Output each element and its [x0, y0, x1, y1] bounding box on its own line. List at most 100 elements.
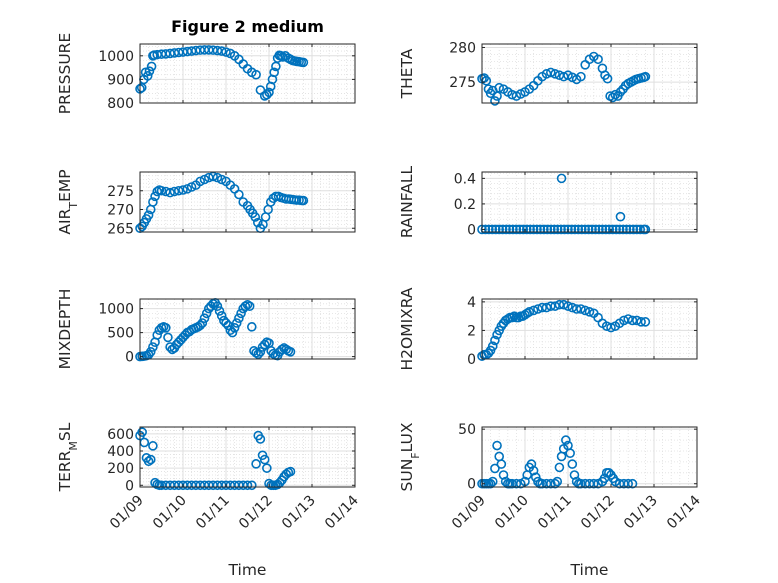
data-point — [636, 317, 646, 327]
y-tick-label: 1000 — [98, 49, 134, 65]
data-point — [511, 478, 522, 489]
data-point — [496, 459, 507, 469]
subplot-theta: 275 280 THETA — [398, 40, 698, 106]
data-point — [554, 299, 565, 310]
data-point — [216, 310, 227, 321]
data-point — [216, 46, 227, 56]
data-point — [255, 346, 266, 357]
data-point — [247, 322, 257, 332]
y-tick-label: 500 — [107, 326, 134, 342]
subplot-sun-flux: 0 50 01/09 01/10 01/11 01/12 01/13 01/14 Time SUN… — [398, 422, 704, 579]
data-point — [607, 92, 618, 103]
y-tick-label: 275 — [449, 75, 476, 91]
data-point — [552, 476, 563, 487]
data-point — [144, 66, 155, 76]
data-point — [590, 224, 601, 235]
data-point — [244, 301, 255, 312]
y-tick-label: 50 — [458, 422, 476, 438]
data-point — [566, 224, 577, 235]
y-tick-label: 800 — [107, 96, 134, 112]
data-point — [501, 224, 511, 235]
data-point — [567, 302, 578, 313]
data-point — [567, 459, 578, 469]
y-tick-label: 400 — [107, 444, 134, 460]
x-tick-label: 01/13 — [279, 493, 319, 533]
data-point — [277, 344, 287, 355]
data-point — [242, 299, 253, 310]
data-point — [152, 330, 162, 340]
data-point — [570, 224, 580, 235]
data-point — [640, 317, 651, 327]
data-point — [593, 54, 603, 65]
data-point — [611, 224, 621, 235]
axes-frame — [481, 426, 698, 488]
data-point — [161, 322, 171, 333]
data-point — [229, 322, 240, 333]
data-point — [240, 301, 251, 312]
data-point — [490, 96, 500, 106]
data-point — [614, 224, 625, 235]
data-series — [135, 45, 309, 101]
data-point — [584, 307, 595, 317]
data-point — [615, 211, 626, 222]
y-tick-label: 0.2 — [454, 197, 476, 213]
subplot-h2omixra: 0 2 4 H2OMIXRA — [398, 287, 698, 371]
data-point — [498, 470, 509, 480]
data-series — [477, 435, 638, 489]
data-point — [594, 224, 604, 235]
data-point — [148, 197, 158, 207]
x-tick-label: 01/10 — [150, 493, 190, 533]
data-point — [212, 45, 223, 56]
data-point — [569, 470, 580, 480]
y-axis-label: TERRMSL — [56, 422, 80, 492]
data-point — [490, 335, 500, 346]
data-point — [563, 224, 573, 235]
axes-frame — [481, 298, 698, 360]
y-axis-label: RAINFALL — [398, 165, 416, 238]
data-point — [545, 224, 556, 235]
data-point — [640, 71, 651, 82]
data-point — [234, 189, 244, 200]
data-point — [602, 73, 613, 84]
data-point — [615, 87, 626, 97]
x-tick-label: 01/14 — [664, 492, 704, 532]
y-tick-label: 4 — [467, 295, 476, 311]
data-point — [583, 224, 594, 235]
data-series — [477, 51, 651, 106]
data-point — [528, 224, 539, 235]
data-point — [628, 224, 639, 235]
data-point — [199, 313, 210, 324]
data-point — [640, 224, 651, 235]
data-point — [507, 312, 517, 323]
data-point — [227, 327, 238, 338]
data-point — [618, 224, 628, 235]
data-point — [621, 224, 632, 235]
data-point — [490, 224, 501, 235]
minor-grid — [482, 299, 697, 359]
data-point — [492, 91, 502, 101]
subplot-mixdepth: 0 500 1000 MIXDEPTH — [56, 289, 356, 369]
y-tick-label: 270 — [107, 203, 134, 219]
data-point — [515, 224, 525, 235]
data-point — [487, 341, 498, 351]
minor-grid — [140, 172, 355, 232]
subplot-pressure: 800 900 1000 Figure 2 medium PRESSURE — [56, 17, 356, 114]
data-point — [623, 314, 634, 324]
minor-grid — [482, 44, 697, 103]
data-point — [606, 322, 616, 333]
data-point — [142, 71, 153, 81]
data-point — [511, 224, 522, 235]
data-point — [298, 195, 309, 206]
data-point — [550, 301, 560, 311]
data-point — [165, 187, 175, 198]
data-point — [234, 313, 244, 324]
data-point — [251, 69, 261, 80]
data-point — [247, 480, 257, 491]
data-point — [150, 191, 160, 202]
axes-frame — [481, 43, 698, 104]
data-point — [545, 301, 556, 311]
x-tick-label: 01/14 — [322, 492, 362, 532]
data-point — [561, 435, 571, 445]
data-point — [525, 224, 535, 235]
